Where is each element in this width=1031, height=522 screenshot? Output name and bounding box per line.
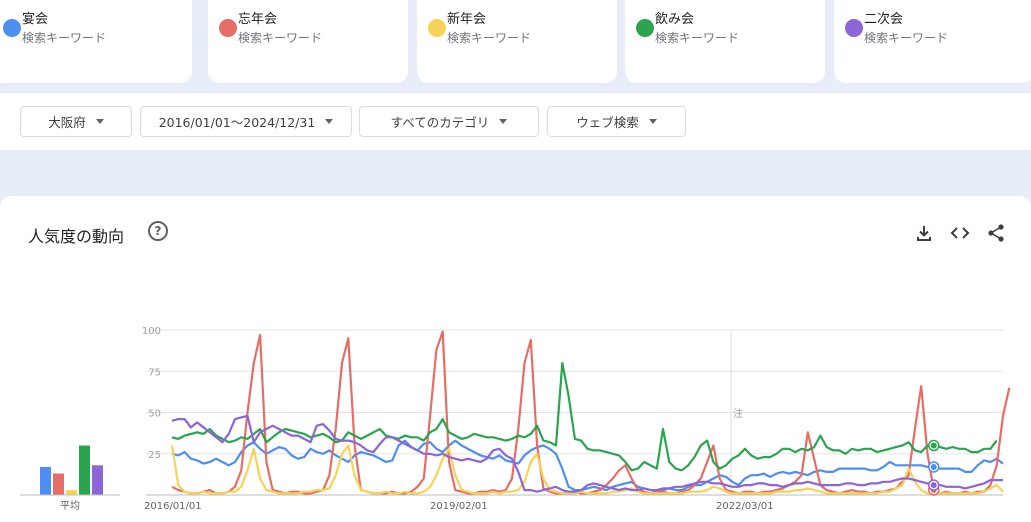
- filter-bar: 大阪府 2016/01/01～2024/12/31 すべてのカテゴリ ウェブ検索: [0, 93, 1031, 150]
- embed-code-icon[interactable]: [950, 223, 970, 243]
- term-cards: 宴会 検索キーワード 忘年会 検索キーワード 新年会 検索キーワード 飲み会 検…: [0, 0, 1031, 84]
- term-type-2: 検索キーワード: [238, 31, 323, 45]
- term-card-4[interactable]: 飲み会 検索キーワード: [625, 0, 825, 83]
- period-label: 2016/01/01～2024/12/31: [158, 115, 316, 130]
- average-bars: [20, 445, 120, 496]
- term-type-5: 検索キーワード: [864, 31, 949, 45]
- term-name-2: 忘年会: [238, 12, 278, 27]
- term-type-4: 検索キーワード: [655, 31, 740, 45]
- term-name-3: 新年会: [447, 12, 487, 27]
- term-card-1[interactable]: 宴会 検索キーワード: [0, 0, 192, 83]
- chevron-down-icon: [95, 119, 104, 124]
- hover-point-dot-1: [930, 463, 937, 470]
- series-line-1: [171, 439, 1004, 492]
- x-tick-label-3: 2022/03/01: [716, 501, 774, 512]
- category-dropdown[interactable]: すべてのカテゴリ: [359, 106, 539, 137]
- term-card-2[interactable]: 忘年会 検索キーワード: [208, 0, 408, 83]
- x-tick-label-1: 2016/01/01: [144, 501, 202, 512]
- term-name-1: 宴会: [22, 12, 49, 27]
- term-color-dot-4: [636, 19, 654, 37]
- average-bar-4: [79, 445, 90, 495]
- download-icon[interactable]: [914, 223, 934, 243]
- hover-point-dot-5: [930, 482, 937, 489]
- series-line-5: [171, 414, 1003, 493]
- period-dropdown[interactable]: 2016/01/01～2024/12/31: [140, 106, 352, 137]
- hover-point-dot-4: [930, 442, 937, 449]
- term-type-1: 検索キーワード: [22, 31, 107, 45]
- average-bar-5: [92, 465, 103, 495]
- average-bar-2: [53, 473, 64, 495]
- region-label: 大阪府: [48, 115, 86, 130]
- term-color-dot-5: [845, 19, 863, 37]
- y-tick-label-50: 50: [148, 409, 161, 420]
- term-name-4: 飲み会: [655, 12, 695, 27]
- region-dropdown[interactable]: 大阪府: [20, 106, 132, 137]
- average-label: 平均: [60, 500, 80, 512]
- y-tick-label-75: 75: [148, 367, 161, 378]
- average-bar-1: [40, 466, 51, 495]
- series-line-3: [170, 444, 1004, 495]
- x-tick-label-2: 2019/02/01: [430, 501, 488, 512]
- chevron-down-icon: [325, 119, 334, 124]
- y-tick-label-100: 100: [142, 326, 161, 337]
- term-card-3[interactable]: 新年会 検索キーワード: [417, 0, 617, 83]
- term-card-5[interactable]: 二次会 検索キーワード: [834, 0, 1031, 83]
- term-type-3: 検索キーワード: [447, 31, 532, 45]
- category-label: すべてのカテゴリ: [390, 115, 490, 130]
- search-type-label: ウェブ検索: [576, 115, 639, 130]
- chevron-down-icon: [499, 119, 508, 124]
- chevron-down-icon: [648, 119, 657, 124]
- term-name-5: 二次会: [864, 12, 904, 27]
- note-marker-label[interactable]: 注: [733, 407, 743, 420]
- term-color-dot-3: [428, 19, 446, 37]
- term-color-dot-1: [3, 19, 21, 37]
- term-color-dot-2: [219, 19, 237, 37]
- series-line-4: [171, 361, 998, 472]
- help-circle-icon[interactable]: ?: [148, 221, 168, 241]
- panel-title: 人気度の動向: [28, 227, 125, 246]
- share-icon[interactable]: [986, 223, 1006, 243]
- average-bar-3: [66, 490, 77, 495]
- chart-series: [170, 330, 1011, 496]
- chart-labels: 25 50 75 100 注 2016/01/01 2019/02/01 2022/03/01…: [60, 326, 774, 512]
- search-type-dropdown[interactable]: ウェブ検索: [547, 106, 686, 137]
- y-tick-label-25: 25: [148, 450, 161, 461]
